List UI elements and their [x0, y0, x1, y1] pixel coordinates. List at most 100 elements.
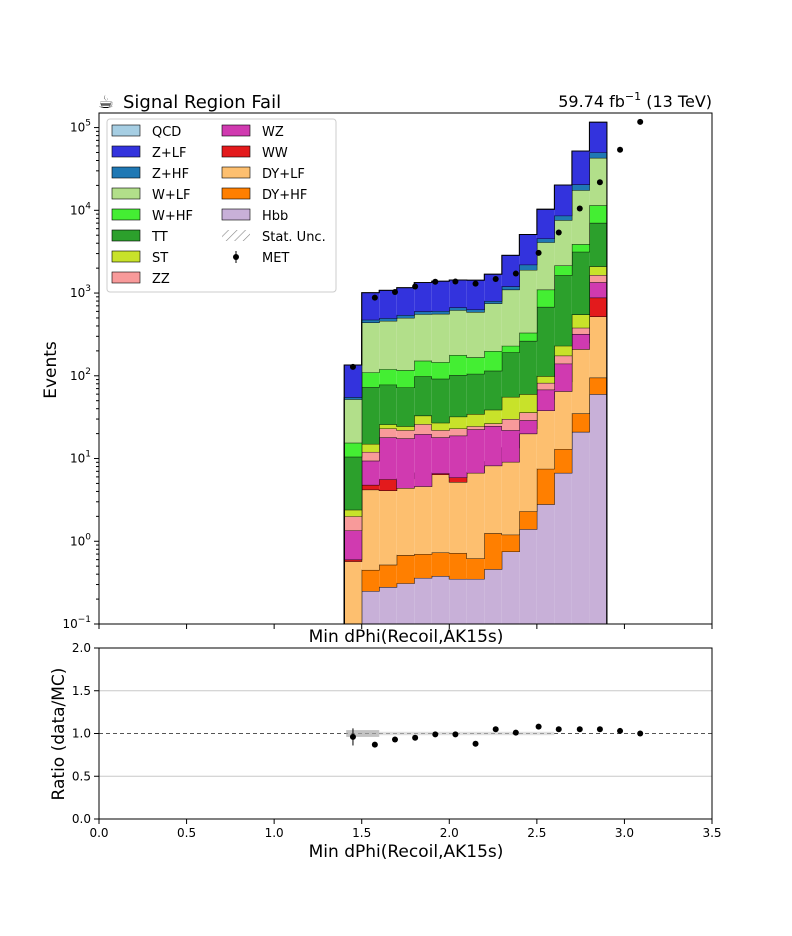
stack-bar-dy-lf — [484, 461, 502, 534]
stack-bar-w-hf — [431, 362, 450, 379]
legend-label: Hbb — [262, 209, 288, 224]
stack-bar-hbb — [449, 578, 467, 624]
main-y-axis-ticks: 10−1 100 101 102 103 104 105 — [62, 119, 99, 631]
stack-bar-z-hf — [484, 301, 502, 304]
legend-swatch — [221, 166, 251, 179]
stack-bar-dy-hf — [571, 413, 590, 432]
stack-layer-hbb — [344, 393, 608, 625]
stack-bar-w-hf — [361, 372, 380, 388]
ratio-point — [349, 733, 356, 740]
stack-bar-wz — [501, 430, 520, 462]
stack-bar-z-hf — [501, 286, 520, 290]
legend-label: DY+LF — [262, 167, 305, 182]
legend-marker — [233, 254, 239, 260]
stack-bar-dy-hf — [431, 552, 450, 577]
stack-bar-z-lf — [344, 365, 362, 398]
ratio-point — [576, 726, 583, 733]
stack-bar-dy-hf — [554, 449, 572, 473]
ratio-grid — [99, 690, 712, 777]
stack-bar-w-lf — [431, 313, 450, 363]
stack-bar-z-lf — [571, 151, 590, 185]
legend-item-wz: WZ — [221, 124, 284, 140]
legend-item-z-lf: Z+LF — [111, 145, 187, 161]
legend-swatch — [111, 208, 141, 221]
stack-bar-hbb — [361, 591, 380, 624]
met-point — [617, 146, 624, 153]
stack-bar-dy-lf — [449, 482, 467, 554]
stack-outline — [343, 121, 608, 624]
ratio-point — [637, 730, 644, 737]
stack-bar-dy-lf — [501, 447, 520, 535]
stack-bar-w-lf — [379, 320, 397, 370]
stack-bar-wz — [344, 530, 362, 560]
legend-item-st: ST — [111, 250, 168, 266]
stack-bar-st — [484, 409, 502, 424]
stack-bar-z-lf — [589, 122, 607, 153]
legend-item-zz: ZZ — [111, 271, 170, 287]
stack-bar-tt — [519, 340, 537, 395]
stack-bar-zz — [414, 424, 432, 435]
stack-bar-tt — [431, 378, 450, 423]
stack-bar-w-hf — [344, 442, 362, 457]
stack-bar-zz — [431, 430, 450, 438]
stack-bar-w-lf — [554, 220, 572, 266]
stack-bar-dy-lf — [344, 561, 362, 624]
stack-bar-zz — [519, 412, 537, 421]
met-point — [637, 118, 644, 125]
stack-bar-w-hf — [414, 360, 432, 377]
stack-bar-wz — [449, 435, 467, 478]
stack-bar-w-hf — [501, 345, 520, 353]
stack-bar-w-hf — [519, 332, 537, 341]
stack-bar-tt — [379, 384, 397, 425]
met-point — [349, 363, 356, 370]
legend-item-ww: WW — [221, 145, 288, 161]
met-point — [391, 288, 398, 295]
stack-bar-zz — [344, 516, 362, 531]
legend-swatch — [111, 271, 141, 284]
ratio-point — [472, 740, 479, 747]
stack-bar-w-lf — [344, 399, 362, 443]
legend-swatch — [111, 187, 141, 200]
legend-label: W+HF — [152, 209, 193, 224]
stack-bar-wz — [589, 282, 607, 298]
stack-bar-tt — [449, 375, 467, 417]
lumi-exponent: −1 — [625, 90, 641, 103]
stack-bar-tt — [344, 456, 362, 510]
legend-box — [106, 118, 337, 293]
stack-bar-dy-hf — [466, 558, 485, 579]
stack-outline — [343, 222, 608, 624]
met-point — [512, 270, 519, 277]
legend-swatch — [111, 145, 141, 158]
met-point — [371, 294, 378, 301]
stack-bar-z-hf — [414, 311, 432, 315]
stack-bar-st — [501, 396, 520, 420]
legend-swatch-hatch — [222, 230, 250, 241]
stack-bar-hbb — [571, 431, 590, 624]
stack-bar-tt — [554, 275, 572, 346]
ratio-y-axis-label: Ratio (data/MC) — [49, 668, 69, 801]
stack-bar-z-hf — [344, 397, 362, 400]
stack-bar-hbb — [536, 504, 555, 624]
stack-bar-zz — [449, 428, 467, 436]
stack-bar-tt — [571, 251, 590, 315]
stack-bar-ww — [344, 559, 362, 562]
legend-label: DY+HF — [262, 188, 307, 203]
legend-swatch — [221, 208, 251, 221]
main-x-axis-ticks — [98, 624, 713, 629]
legend-item-met: MET — [233, 251, 289, 266]
stack-bar-w-hf — [379, 369, 397, 385]
legend-label: WW — [262, 146, 288, 161]
legend-label: Z+LF — [152, 146, 187, 161]
ratio-point — [617, 727, 624, 734]
stack-bar-w-hf — [554, 265, 572, 276]
stack-bar-w-lf — [396, 317, 415, 371]
stack-bar-zz — [379, 428, 397, 438]
stack-bar-st — [344, 509, 362, 517]
ratio-point — [512, 729, 519, 736]
y-tick-label: 10−1 — [62, 615, 91, 631]
legend: QCD Z+LF Z+HF W+LF W+HF TT ST ZZ WZ WW DY+LF DY+HF H… — [106, 118, 337, 293]
legend-label: ST — [152, 251, 168, 266]
stack-bar-w-lf — [414, 314, 432, 361]
legend-items: QCD Z+LF Z+HF W+LF W+HF TT ST ZZ WZ WW DY+LF DY+HF H… — [111, 124, 326, 287]
chart-title: Signal Region Fail — [123, 92, 281, 113]
